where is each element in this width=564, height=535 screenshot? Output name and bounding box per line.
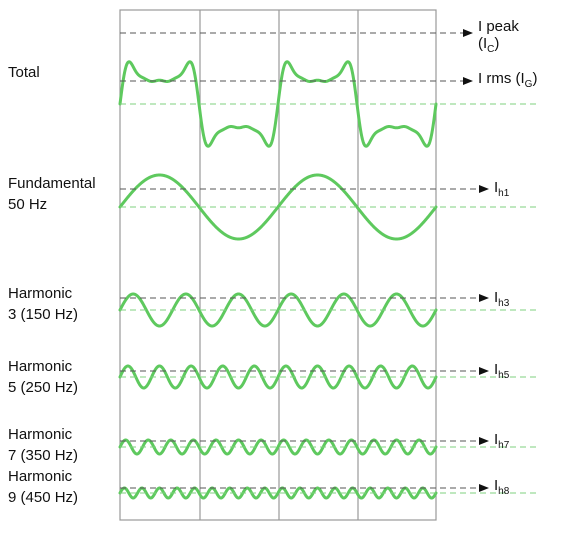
- row-label-fundamental: Fundamental 50 Hz: [8, 175, 96, 213]
- total-waveform: [118, 60, 438, 148]
- ih5-label: Ih5: [494, 361, 510, 381]
- harmonic-3-waveform: [118, 292, 438, 328]
- row-label-harmonic-3: Harmonic 3 (150 Hz): [8, 285, 79, 323]
- ih1-label: Ih1: [494, 179, 510, 199]
- grid-border: [119, 9, 437, 521]
- irms-label: I rms (IG): [478, 70, 538, 90]
- fundamental-waveform: [118, 173, 438, 241]
- waveforms: [118, 60, 438, 500]
- ih3-label: Ih3: [494, 289, 510, 309]
- ih8-label: Ih8: [494, 477, 510, 497]
- harmonic-9-waveform: [118, 486, 438, 500]
- row-label-total: Total: [8, 64, 40, 81]
- ih7-label: Ih7: [494, 431, 510, 451]
- row-label-harmonic-9: Harmonic 9 (450 Hz): [8, 468, 79, 506]
- reference-lines: [120, 29, 540, 494]
- ipeak-label: I peak (IC): [478, 18, 519, 55]
- harmonic-7-waveform: [118, 438, 438, 456]
- row-label-harmonic-7: Harmonic 7 (350 Hz): [8, 426, 79, 464]
- harmonic-5-waveform: [118, 364, 438, 390]
- row-label-harmonic-5: Harmonic 5 (250 Hz): [8, 358, 79, 396]
